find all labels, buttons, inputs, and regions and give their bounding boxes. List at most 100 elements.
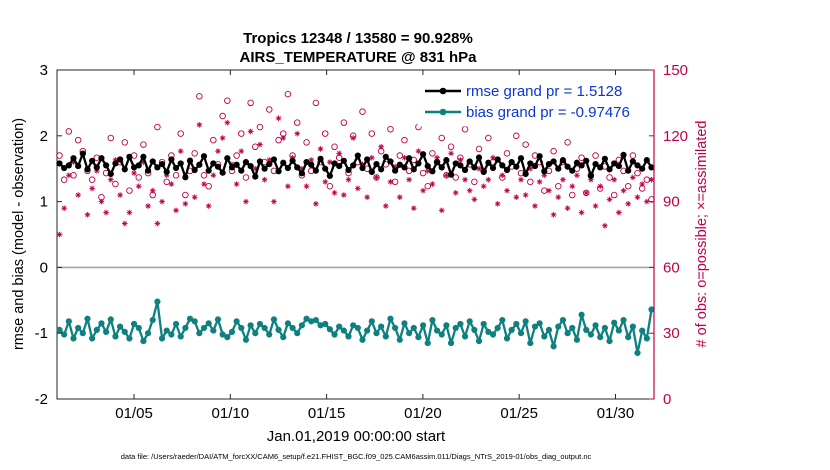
legend-box: [417, 75, 651, 127]
possible-obs-point: [578, 154, 585, 161]
rmse-point: [75, 162, 82, 170]
rmse-point: [615, 162, 622, 170]
possible-obs-point: [56, 152, 63, 159]
assimilated-obs-point: [485, 176, 492, 183]
possible-obs-point: [172, 172, 180, 179]
rmse-point: [284, 164, 292, 172]
bias-point: [373, 330, 380, 337]
possible-obs-point: [126, 187, 133, 194]
possible-obs-point: [219, 112, 226, 120]
rmse-point: [350, 162, 357, 169]
possible-obs-point: [154, 123, 161, 131]
assimilated-obs-point: [131, 170, 137, 176]
rmse-point: [303, 159, 310, 166]
assimilated-obs-point: [56, 231, 63, 238]
y-right-tick-label: 0: [663, 391, 671, 408]
rmse-point: [564, 163, 571, 170]
bias-point: [89, 335, 96, 342]
assimilated-obs-point: [341, 192, 347, 198]
bias-point: [475, 337, 483, 345]
bias-point: [149, 316, 156, 324]
possible-obs-point: [74, 136, 82, 144]
bias-point: [70, 335, 77, 342]
rmse-point: [368, 168, 375, 176]
assimilated-obs-point: [420, 187, 426, 194]
possible-obs-point: [88, 176, 96, 183]
rmse-point: [447, 171, 455, 178]
rmse-point: [331, 160, 338, 167]
legend-bias-marker: [439, 108, 447, 116]
assimilated-obs-point: [504, 187, 510, 194]
rmse-point: [373, 160, 380, 168]
bias-point: [130, 320, 138, 328]
rmse-point: [345, 166, 352, 174]
y-left-tick-label: 1: [40, 194, 48, 211]
bias-point: [294, 330, 301, 337]
rmse-point: [130, 164, 138, 171]
possible-obs-point: [275, 136, 282, 144]
assimilated-obs-point: [438, 207, 445, 214]
rmse-point: [275, 168, 282, 175]
bias-point: [172, 320, 180, 328]
rmse-point: [583, 157, 590, 164]
data-file-footnote: data file: /Users/raeder/DAI/ATM_forcXX/…: [121, 452, 592, 461]
assimilated-obs-point: [522, 192, 529, 198]
rmse-point: [103, 162, 110, 169]
rmse-point: [270, 156, 278, 163]
bias-point: [555, 323, 562, 330]
possible-obs-point: [634, 169, 641, 177]
bias-point: [298, 322, 305, 329]
bias-point: [280, 334, 287, 341]
bias-point: [308, 318, 315, 325]
assimilated-obs-point: [182, 200, 189, 207]
assimilated-obs-point: [574, 172, 580, 179]
bias-point: [508, 326, 515, 334]
bias-point: [98, 320, 105, 327]
rmse-point: [527, 160, 534, 167]
bias-point: [578, 311, 585, 318]
possible-obs-point: [513, 132, 520, 140]
rmse-point: [79, 150, 86, 157]
assimilated-obs-point: [215, 148, 221, 154]
assimilated-obs-point: [126, 209, 133, 216]
rmse-point: [144, 167, 152, 174]
possible-obs-point: [60, 176, 68, 183]
rmse-point: [611, 160, 618, 167]
rmse-point: [214, 163, 222, 170]
rmse-point: [499, 162, 506, 169]
rmse-point: [625, 167, 632, 174]
assimilated-obs-point: [98, 198, 105, 205]
x-tick-label: 01/10: [212, 405, 250, 422]
assimilated-obs-point: [145, 203, 151, 209]
assimilated-obs-point: [345, 176, 352, 183]
bias-point: [573, 336, 581, 343]
y-right-tick-label: 150: [663, 62, 688, 79]
bias-point: [93, 326, 100, 334]
assimilated-obs-point: [462, 176, 468, 183]
y-right-tick-label: 30: [663, 325, 680, 342]
bias-point: [569, 324, 576, 332]
bias-point: [256, 320, 264, 328]
bias-point: [238, 324, 245, 332]
assimilated-obs-point: [210, 172, 217, 179]
rmse-point: [629, 158, 636, 165]
assimilated-obs-point: [592, 203, 599, 209]
bias-point: [79, 330, 86, 337]
bias-point: [592, 322, 599, 329]
bias-point: [531, 323, 539, 330]
assimilated-obs-point: [448, 150, 454, 157]
bias-point: [438, 331, 445, 338]
possible-obs-point: [266, 106, 273, 113]
assimilated-obs-point: [66, 172, 72, 179]
bias-point: [545, 326, 553, 334]
bias-point: [611, 319, 618, 326]
assimilated-obs-point: [233, 181, 240, 187]
possible-obs-point: [527, 178, 534, 186]
bias-point: [196, 330, 203, 337]
bias-point: [419, 322, 427, 329]
bias-point: [522, 318, 529, 325]
rmse-point: [541, 168, 548, 175]
assimilated-obs-point: [546, 187, 552, 194]
assimilated-obs-point: [625, 200, 631, 207]
rmse-point: [587, 172, 594, 180]
